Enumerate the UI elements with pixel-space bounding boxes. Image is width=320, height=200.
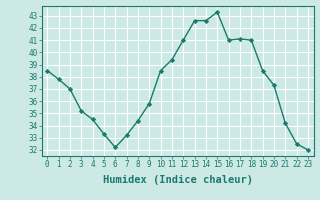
- X-axis label: Humidex (Indice chaleur): Humidex (Indice chaleur): [103, 175, 252, 185]
